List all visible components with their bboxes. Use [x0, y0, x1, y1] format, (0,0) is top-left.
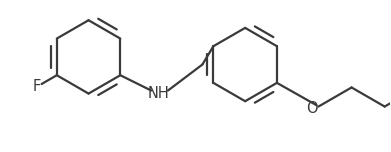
- Text: O: O: [306, 101, 317, 116]
- Text: NH: NH: [148, 86, 170, 101]
- Text: F: F: [33, 79, 41, 94]
